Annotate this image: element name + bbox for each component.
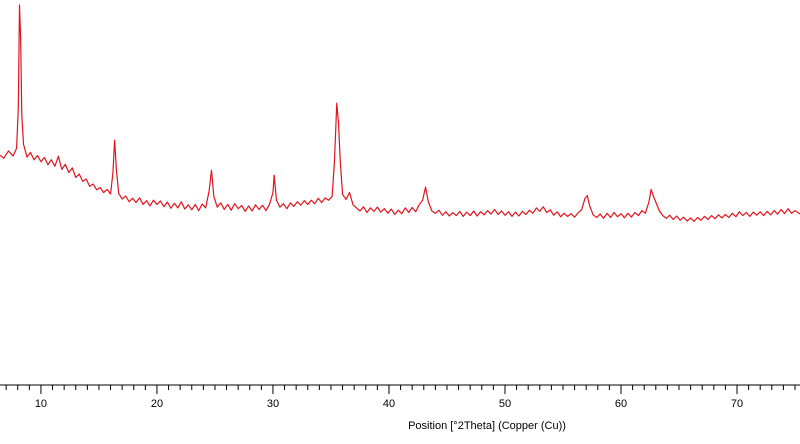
x-tick-label: 70	[731, 398, 743, 410]
x-tick-label: 10	[35, 398, 47, 410]
x-axis-label: Position [°2Theta] (Copper (Cu))	[408, 420, 566, 432]
x-tick-label: 50	[499, 398, 511, 410]
x-tick-label: 20	[151, 398, 163, 410]
x-tick-label: 40	[383, 398, 395, 410]
xrd-trace	[0, 4, 800, 222]
x-tick-label: 30	[267, 398, 279, 410]
x-tick-label: 60	[615, 398, 627, 410]
